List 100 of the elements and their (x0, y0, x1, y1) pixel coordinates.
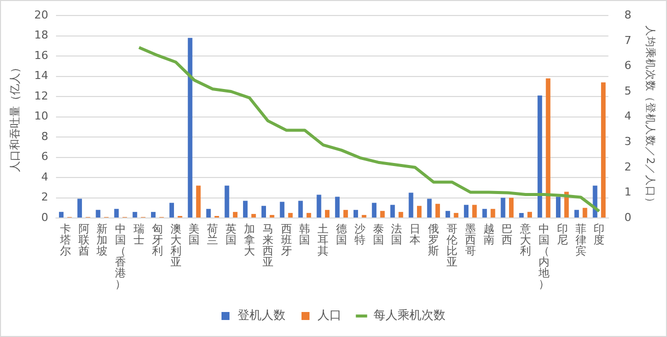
bar (261, 206, 266, 218)
y2-tick-label: 8 (624, 8, 632, 22)
bar (224, 186, 230, 218)
bar (446, 210, 450, 218)
y2-axis-title: 人均乘机次数（登机人数／2／人口） (644, 25, 657, 208)
y2-tick-label: 6 (624, 59, 632, 72)
bar (454, 212, 458, 218)
bar (601, 82, 606, 218)
x-tick-label: 荷兰 (207, 222, 218, 246)
bar (380, 210, 385, 218)
x-tick-label: 巴西 (502, 222, 513, 246)
bar (490, 208, 496, 218)
x-tick-label: 印度 (594, 222, 605, 246)
bar (196, 186, 201, 218)
x-tick-label: 德国 (336, 222, 348, 246)
y-tick-label: 14 (34, 69, 48, 82)
bar (482, 208, 487, 218)
y-tick-label: 6 (41, 150, 48, 164)
x-tick-label: 墨西哥 (464, 222, 476, 258)
bar (132, 212, 138, 218)
legend-label: 登机人数 (238, 308, 286, 322)
bar (77, 198, 82, 218)
bar (408, 192, 414, 218)
bar (306, 212, 312, 218)
x-tick-label: 马来西亚 (262, 222, 274, 268)
bar (527, 212, 532, 218)
legend-label: 人口 (318, 308, 342, 322)
x-tick-label: 澳大利亚 (170, 222, 182, 268)
y2-tick-label: 7 (624, 34, 632, 47)
y-tick-label: 0 (41, 210, 48, 224)
y2-tick-label: 3 (624, 134, 632, 148)
y2-tick-label: 5 (624, 84, 632, 98)
bar (298, 200, 303, 218)
bar (251, 214, 256, 218)
y-tick-label: 12 (34, 89, 48, 102)
x-tick-label: 西班牙 (280, 222, 292, 258)
x-tick-label: 英国 (226, 222, 237, 246)
bar (519, 212, 524, 218)
bar (58, 212, 64, 218)
bar (416, 206, 422, 218)
y-tick-label: 2 (41, 190, 48, 204)
bar (582, 208, 588, 218)
x-tick-label: 阿联酋 (78, 222, 90, 258)
bar (316, 194, 322, 218)
x-tick-label: 韩国 (299, 222, 310, 246)
x-tick-label: 日本 (410, 222, 421, 246)
bar (324, 210, 330, 218)
x-tick-label: 哥伦比亚 (446, 222, 458, 268)
x-tick-label: 法国 (391, 222, 402, 246)
bar (353, 210, 358, 218)
bar (390, 204, 395, 218)
bar (362, 214, 366, 218)
x-tick-label: 泰国 (372, 222, 384, 246)
y2-tick-label: 4 (624, 110, 632, 123)
x-tick-label: 印尼 (556, 222, 568, 246)
bar (398, 212, 404, 218)
x-tick-label: 中国（内地） (537, 222, 550, 290)
bar (556, 196, 561, 218)
bar (472, 204, 477, 218)
bar (114, 208, 119, 218)
x-tick-label: 沙特 (354, 222, 366, 246)
x-tick-label: 卡塔尔 (58, 222, 71, 258)
y-tick-label: 8 (41, 130, 48, 143)
bar (243, 200, 248, 218)
x-tick-label: 加拿大 (244, 222, 255, 258)
bar (546, 78, 550, 218)
y-tick-label: 16 (34, 48, 48, 62)
bar (435, 204, 440, 218)
bar (335, 196, 340, 218)
y-tick-label: 18 (34, 28, 48, 42)
x-tick-label: 俄罗斯 (428, 222, 440, 258)
y2-tick-label: 0 (624, 210, 632, 224)
bar (280, 202, 284, 218)
bar (288, 212, 293, 218)
y2-tick-label: 2 (624, 160, 632, 174)
x-tick-label: 意大利 (519, 222, 532, 258)
y2-tick-label: 1 (624, 186, 632, 199)
bar (232, 212, 238, 218)
bar (343, 210, 348, 218)
x-tick-label: 瑞士 (134, 222, 145, 246)
bar (206, 208, 211, 218)
x-tick-label: 土耳其 (318, 222, 329, 258)
y-axis-title: 人口和吞吐量（亿人） (8, 62, 22, 172)
bar (574, 210, 579, 218)
x-tick-label: 越南 (483, 222, 494, 246)
bar (270, 214, 274, 218)
y-tick-label: 20 (34, 8, 48, 22)
x-tick-label: 菲律宾 (575, 222, 586, 258)
bar (427, 198, 432, 218)
bar (96, 210, 100, 218)
y-tick-label: 10 (34, 110, 48, 123)
bar (509, 198, 514, 218)
bar (151, 212, 156, 218)
bar (188, 38, 192, 218)
bar (538, 96, 542, 218)
bar (169, 202, 174, 218)
y-tick-label: 4 (41, 170, 48, 184)
legend-label: 每人乘机次数 (374, 308, 446, 322)
bar (372, 202, 376, 218)
x-tick-label: 匈牙利 (152, 222, 163, 258)
